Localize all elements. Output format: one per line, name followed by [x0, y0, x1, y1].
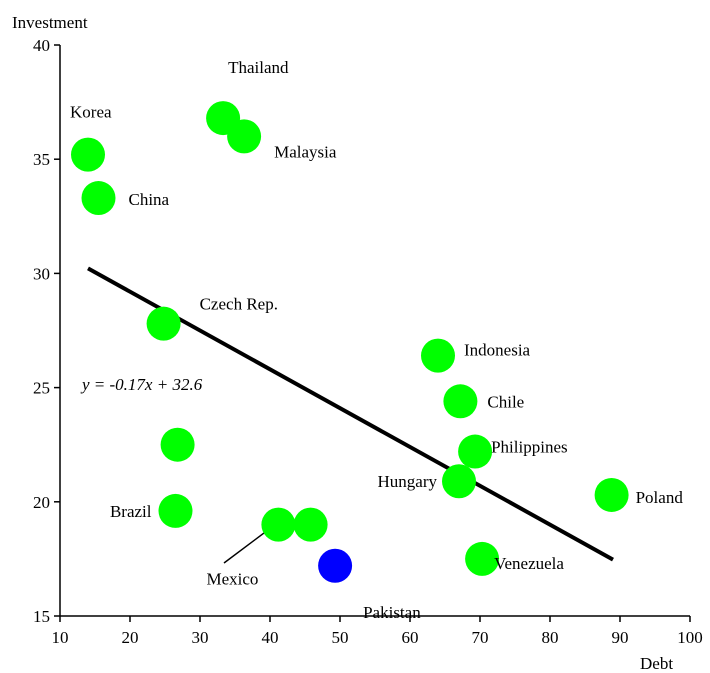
trendline-equation: y = -0.17x + 32.6	[80, 375, 203, 394]
x-tick-label: 90	[612, 628, 629, 647]
x-tick-label: 60	[402, 628, 419, 647]
point-label: Indonesia	[464, 341, 531, 360]
x-tick-label: 40	[262, 628, 279, 647]
point-label: Hungary	[378, 472, 438, 491]
y-tick-label: 15	[33, 607, 50, 626]
data-point	[146, 306, 181, 341]
point-label: Pakistan	[363, 603, 421, 622]
y-axis-title: Investment	[12, 13, 88, 32]
data-point	[443, 384, 478, 419]
point-label: Thailand	[228, 58, 289, 77]
point-label: Malaysia	[274, 142, 337, 161]
point-label: Mexico	[206, 570, 258, 589]
point-label: Philippines	[491, 438, 568, 457]
y-tick-label: 30	[33, 264, 50, 283]
data-point	[293, 507, 328, 542]
x-tick-label: 30	[192, 628, 209, 647]
y-tick-label: 35	[33, 150, 50, 169]
y-tick-label: 40	[33, 36, 50, 55]
data-point	[442, 464, 476, 499]
data-point	[261, 507, 296, 542]
data-point	[465, 541, 500, 576]
y-ticks: 15 20 25 30 35 40	[33, 36, 60, 626]
axes	[59, 45, 690, 617]
x-tick-label: 10	[52, 628, 69, 647]
data-point	[81, 181, 116, 216]
x-tick-label: 50	[332, 628, 349, 647]
x-tick-label: 70	[472, 628, 489, 647]
point-label: Korea	[70, 103, 112, 122]
data-point	[227, 119, 262, 154]
data-point	[458, 434, 493, 469]
data-point	[421, 338, 455, 373]
data-point	[158, 493, 193, 528]
point-label: Czech Rep.	[200, 295, 278, 314]
x-tick-label: 20	[122, 628, 139, 647]
point-label: Brazil	[110, 502, 152, 521]
y-tick-label: 25	[33, 379, 50, 398]
data-point	[318, 548, 353, 583]
data-point	[594, 477, 629, 512]
x-tick-label: 80	[542, 628, 559, 647]
point-label: China	[129, 190, 170, 209]
x-axis-title: Debt	[640, 654, 673, 673]
y-tick-label: 20	[33, 493, 50, 512]
data-point	[71, 137, 105, 172]
x-ticks: 10 20 30 40 50 60 70 80 90 100	[52, 616, 703, 647]
data-points	[71, 101, 629, 583]
point-labels: Korea China Thailand Malaysia Czech Rep. Braz…	[70, 58, 683, 622]
point-label: Chile	[487, 392, 524, 411]
point-label: Venezuela	[494, 554, 564, 573]
point-label: Poland	[636, 488, 684, 507]
x-tick-label: 100	[677, 628, 703, 647]
data-point	[160, 427, 195, 462]
